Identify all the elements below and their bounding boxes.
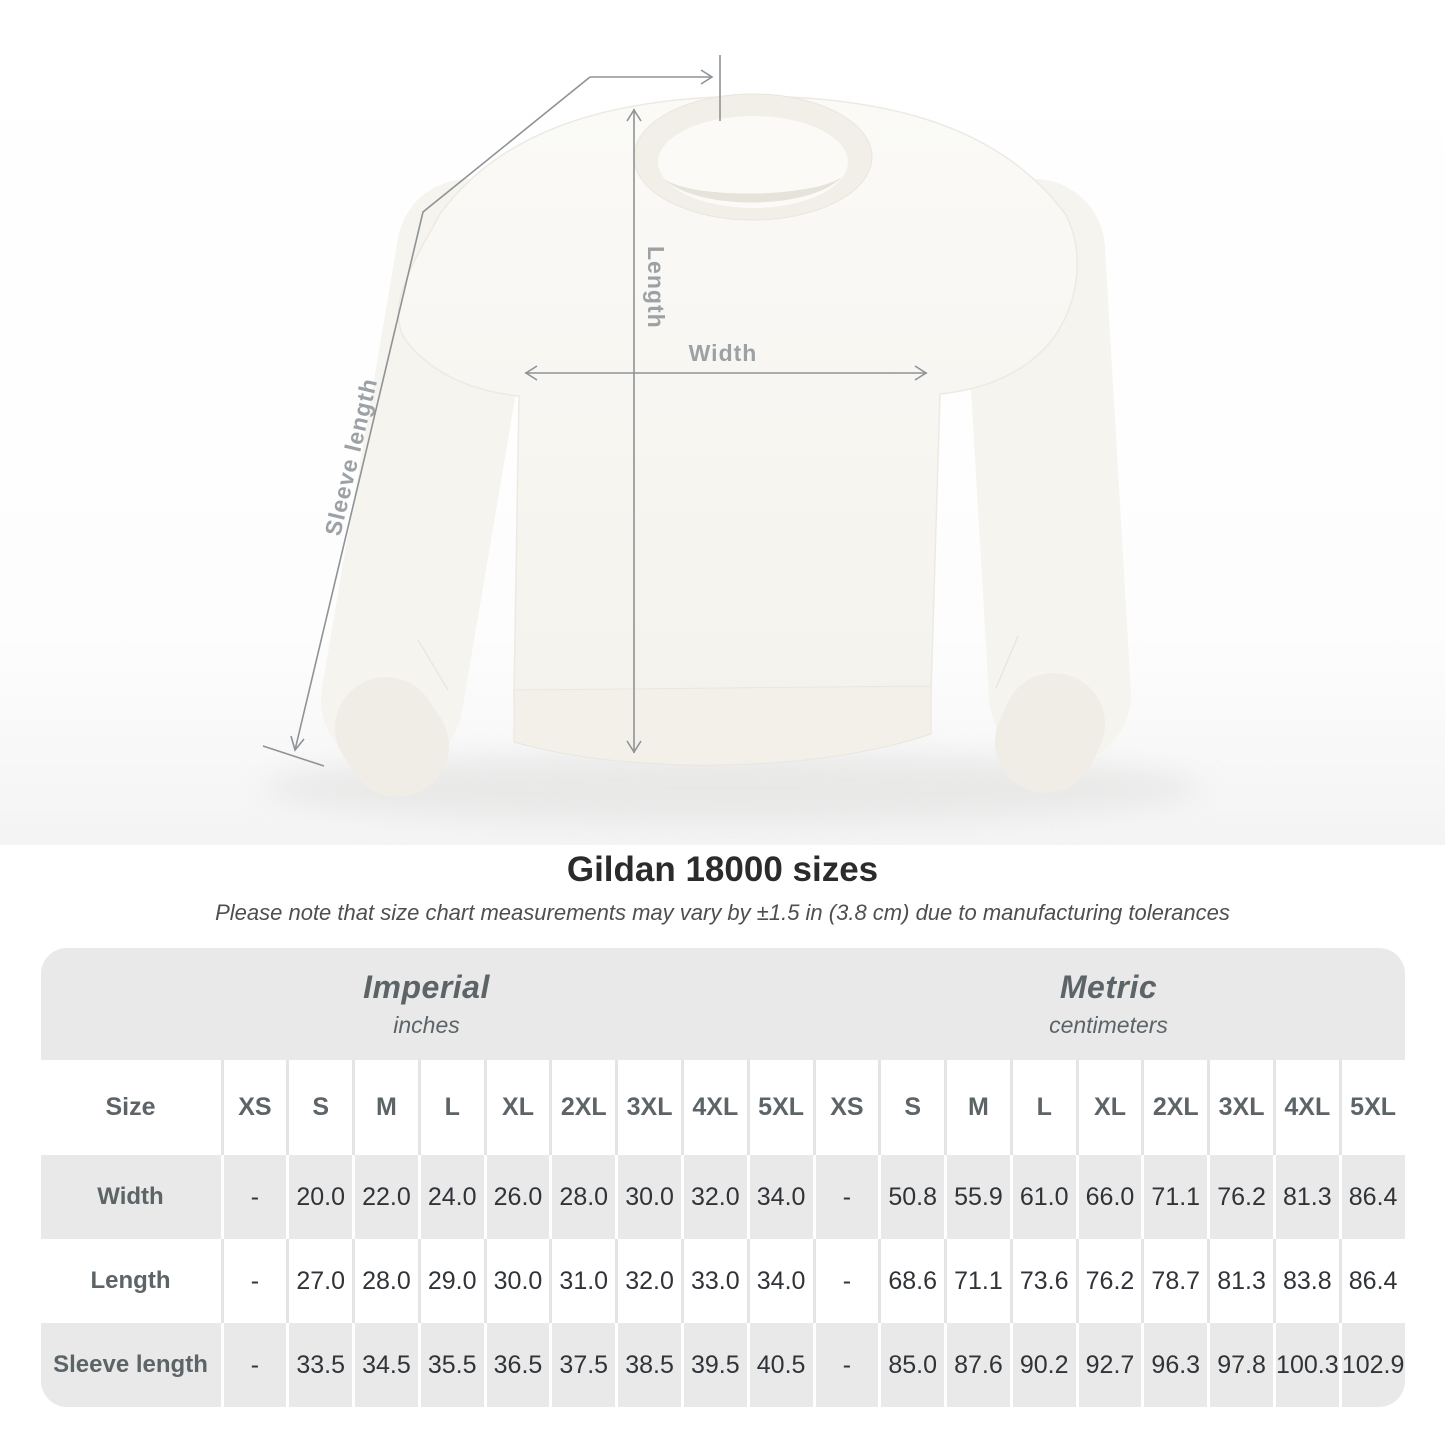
width-label: Width — [689, 340, 758, 366]
width-metric-cell: 61.0 — [1012, 1155, 1076, 1239]
width-imperial-cell: 22.0 — [355, 1155, 418, 1239]
length-imperial-cell: 29.0 — [420, 1239, 484, 1323]
size-col-header: XL — [1078, 1060, 1142, 1155]
length-imperial-cell: 28.0 — [355, 1239, 418, 1323]
size-col-header: 3XL — [1210, 1060, 1273, 1155]
length-row: Length - 27.0 28.0 29.0 30.0 31.0 32.0 3… — [40, 1239, 1405, 1323]
length-metric-cell: 68.6 — [881, 1239, 945, 1323]
imperial-unit: inches — [393, 1012, 460, 1038]
imperial-title: Imperial — [363, 969, 490, 1005]
sleeve-imperial-cell: 39.5 — [683, 1323, 747, 1407]
width-metric-cell: 55.9 — [947, 1155, 1010, 1239]
length-imperial-cell: 34.0 — [749, 1239, 813, 1323]
sweatshirt-diagram: Length Width Sleeve length — [0, 0, 1445, 845]
sleeve-imperial-cell: 40.5 — [749, 1323, 813, 1407]
row-label: Length — [40, 1239, 221, 1323]
page-title: Gildan 18000 sizes — [566, 850, 879, 889]
length-metric-cell: 83.8 — [1275, 1239, 1339, 1323]
row-label: Sleeve length — [40, 1323, 221, 1407]
metric-unit: centimeters — [1049, 1012, 1168, 1038]
sleeve-metric-cell: 102.9 — [1341, 1323, 1405, 1407]
sleeve-length-row: Sleeve length - 33.5 34.5 35.5 36.5 37.5… — [40, 1323, 1405, 1407]
width-metric-cell: 50.8 — [881, 1155, 945, 1239]
size-col-header: 4XL — [683, 1060, 747, 1155]
size-col-header: L — [420, 1060, 484, 1155]
sweatshirt-collar — [633, 93, 873, 221]
width-imperial-cell: 34.0 — [749, 1155, 813, 1239]
length-imperial-cell: 31.0 — [552, 1239, 616, 1323]
metric-section-header: Metric centimeters — [813, 948, 1405, 1060]
row-label: Width — [40, 1155, 221, 1239]
width-metric-cell: 71.1 — [1144, 1155, 1208, 1239]
sleeve-imperial-cell: 35.5 — [420, 1323, 484, 1407]
size-col-header: 5XL — [749, 1060, 813, 1155]
sleeve-metric-cell: 100.3 — [1275, 1323, 1339, 1407]
sleeve-imperial-cell: 33.5 — [289, 1323, 353, 1407]
sleeve-metric-cell: 92.7 — [1078, 1323, 1142, 1407]
length-metric-cell: 81.3 — [1210, 1239, 1273, 1323]
size-table: Imperial inches Metric centimeters Size … — [40, 948, 1405, 1407]
measurement-lines — [262, 55, 928, 767]
width-imperial-cell: 28.0 — [552, 1155, 616, 1239]
length-metric-cell: - — [815, 1239, 879, 1323]
length-metric-cell: 71.1 — [947, 1239, 1010, 1323]
size-col-header: XS — [815, 1060, 879, 1155]
length-metric-cell: 86.4 — [1341, 1239, 1405, 1323]
size-col-header: M — [355, 1060, 418, 1155]
sweatshirt-hem — [513, 685, 932, 766]
size-col-header: XL — [486, 1060, 550, 1155]
width-imperial-cell: 32.0 — [683, 1155, 747, 1239]
sleeve-imperial-cell: - — [223, 1323, 287, 1407]
size-col-header: 3XL — [618, 1060, 681, 1155]
length-imperial-cell: 33.0 — [683, 1239, 747, 1323]
sleeve-metric-cell: 96.3 — [1144, 1323, 1208, 1407]
width-imperial-cell: - — [223, 1155, 287, 1239]
length-metric-cell: 73.6 — [1012, 1239, 1076, 1323]
sleeve-metric-cell: 85.0 — [881, 1323, 945, 1407]
length-imperial-cell: 32.0 — [618, 1239, 681, 1323]
unit-header-band: Imperial inches Metric centimeters — [40, 948, 1405, 1060]
width-imperial-cell: 20.0 — [289, 1155, 353, 1239]
size-col-header: 2XL — [1144, 1060, 1208, 1155]
sleeve-imperial-cell: 38.5 — [618, 1323, 681, 1407]
width-metric-cell: 86.4 — [1341, 1155, 1405, 1239]
width-metric-cell: 76.2 — [1210, 1155, 1273, 1239]
size-col-header: 2XL — [552, 1060, 616, 1155]
length-metric-cell: 78.7 — [1144, 1239, 1208, 1323]
size-col-header: S — [881, 1060, 945, 1155]
imperial-section-header: Imperial inches — [41, 948, 813, 1060]
length-label: Length — [643, 246, 669, 329]
size-col-header: L — [1012, 1060, 1076, 1155]
size-header-cell: Size — [40, 1060, 221, 1155]
sleeve-metric-cell: 87.6 — [947, 1323, 1010, 1407]
width-metric-cell: 66.0 — [1078, 1155, 1142, 1239]
sleeve-metric-cell: 97.8 — [1210, 1323, 1273, 1407]
tolerance-note: Please note that size chart measurements… — [215, 900, 1230, 925]
size-col-header: S — [289, 1060, 353, 1155]
width-imperial-cell: 24.0 — [420, 1155, 484, 1239]
length-metric-cell: 76.2 — [1078, 1239, 1142, 1323]
sleeve-metric-cell: 90.2 — [1012, 1323, 1076, 1407]
length-imperial-cell: 27.0 — [289, 1239, 353, 1323]
length-imperial-cell: 30.0 — [486, 1239, 550, 1323]
size-col-header: M — [947, 1060, 1010, 1155]
width-row: Width - 20.0 22.0 24.0 26.0 28.0 30.0 32… — [40, 1155, 1405, 1239]
sleeve-imperial-cell: 37.5 — [552, 1323, 616, 1407]
size-col-header: 5XL — [1341, 1060, 1405, 1155]
size-col-header: 4XL — [1275, 1060, 1339, 1155]
size-col-header: XS — [223, 1060, 287, 1155]
size-header-row: Size XS S M L XL 2XL 3XL 4XL 5XL XS S M … — [40, 1060, 1405, 1155]
sleeve-imperial-cell: 36.5 — [486, 1323, 550, 1407]
sleeve-imperial-cell: 34.5 — [355, 1323, 418, 1407]
garment-shadow — [262, 752, 1202, 824]
width-imperial-cell: 30.0 — [618, 1155, 681, 1239]
sleeve-measure-line — [294, 76, 591, 751]
metric-title: Metric — [1059, 969, 1158, 1005]
width-imperial-cell: 26.0 — [486, 1155, 550, 1239]
width-metric-cell: - — [815, 1155, 879, 1239]
width-metric-cell: 81.3 — [1275, 1155, 1339, 1239]
length-imperial-cell: - — [223, 1239, 287, 1323]
sleeve-metric-cell: - — [815, 1323, 879, 1407]
